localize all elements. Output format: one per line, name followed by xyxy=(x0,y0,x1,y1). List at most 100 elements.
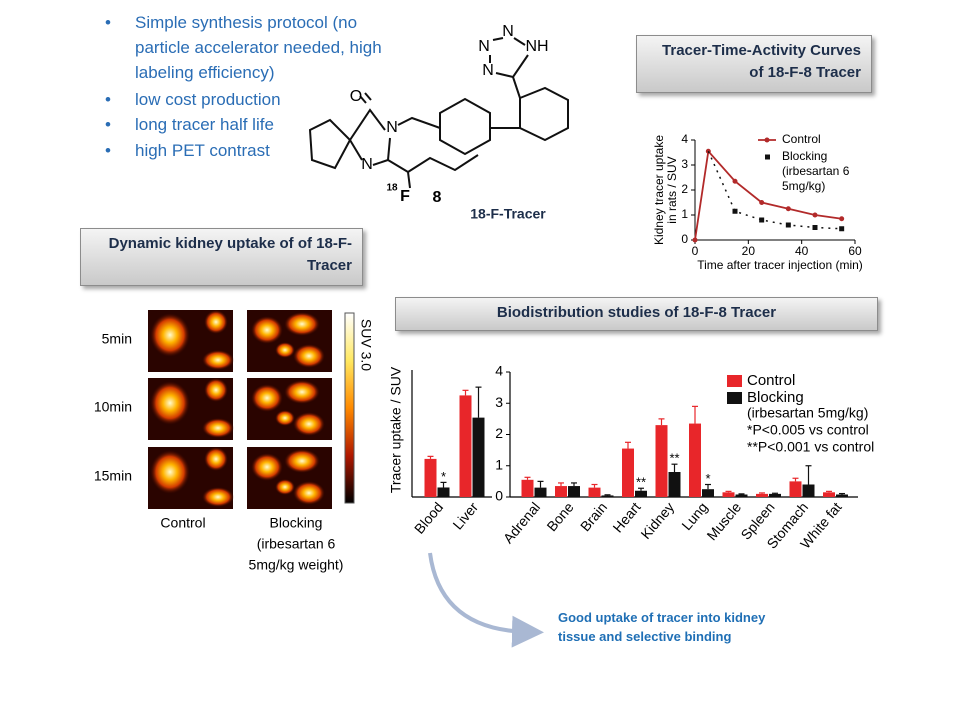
data-point xyxy=(812,212,818,218)
data-point xyxy=(839,226,845,232)
y-tick-label: 4 xyxy=(495,363,503,379)
bar xyxy=(769,493,781,497)
x-tick-label: Bone xyxy=(543,499,576,534)
arrow xyxy=(428,552,544,648)
significance: * xyxy=(705,471,710,486)
atom-label: 18 xyxy=(386,183,398,194)
legend-note: (irbesartan 6 xyxy=(782,164,850,178)
pet-signal xyxy=(204,447,228,471)
legend-note: **P<0.001 vs control xyxy=(747,439,874,455)
bar xyxy=(622,448,634,497)
bar xyxy=(789,481,802,497)
bullet-dot: • xyxy=(105,13,111,32)
bar xyxy=(735,494,748,497)
y-tick-label: 1 xyxy=(495,456,503,472)
y-tick-label: 2 xyxy=(681,182,688,196)
legend-note: (irbesartan 5mg/kg) xyxy=(747,405,868,421)
title-box: Dynamic kidney uptake of of 18-F-Tracer xyxy=(80,228,363,286)
pet-signal xyxy=(275,342,295,358)
bullet-text: long tracer half life xyxy=(135,115,274,134)
pet-signal xyxy=(150,450,190,494)
atom-label: N xyxy=(361,156,373,173)
bullet-text: Simple synthesis protocol (no particle a… xyxy=(135,13,382,82)
legend-note: *P<0.005 vs control xyxy=(747,422,869,438)
x-axis-label: Time after tracer injection (min) xyxy=(697,258,863,272)
legend-label: Blocking xyxy=(782,149,827,163)
pet-column-label: Control xyxy=(160,515,205,531)
data-point xyxy=(812,225,818,230)
bar xyxy=(424,458,437,497)
atom-label: NH xyxy=(525,38,548,55)
y-tick-label: 2 xyxy=(495,425,503,441)
bar xyxy=(802,484,815,497)
y-tick-label: 1 xyxy=(681,207,688,221)
bar xyxy=(459,395,472,497)
pet-signal xyxy=(284,380,320,404)
y-tick-label: 3 xyxy=(681,157,688,171)
pet-signal xyxy=(150,381,190,425)
bar xyxy=(756,493,768,497)
legend-label: Blocking xyxy=(747,389,804,406)
pet-signal xyxy=(204,310,228,334)
pet-signal xyxy=(275,479,295,495)
pet-signal xyxy=(251,453,283,481)
pet-row-label: 5min xyxy=(102,331,132,347)
x-tick-label: Liver xyxy=(449,499,481,533)
legend-swatch xyxy=(727,375,742,387)
colorbar-label: SUV 3.0 xyxy=(358,319,374,371)
bar xyxy=(823,492,835,497)
data-point xyxy=(785,222,791,228)
pet-signal xyxy=(293,481,325,505)
bar xyxy=(635,490,647,497)
bar xyxy=(521,479,534,497)
y-tick-label: 0 xyxy=(681,232,688,246)
y-axis-label: Tracer uptake / SUV xyxy=(388,366,404,493)
bar xyxy=(836,494,848,497)
x-tick-label: Adrenal xyxy=(500,499,543,546)
pet-signal xyxy=(251,384,283,412)
y-axis-label: in rats / SUV xyxy=(665,156,679,223)
data-point xyxy=(692,237,698,243)
significance: ** xyxy=(669,451,679,466)
x-tick-label: Brain xyxy=(577,499,610,534)
pet-signal xyxy=(150,313,190,357)
atom-label: N xyxy=(386,119,398,136)
legend-swatch xyxy=(764,137,770,143)
x-tick-label: 0 xyxy=(692,244,699,258)
pet-column-label: (irbesartan 6 xyxy=(257,536,336,552)
y-axis-label: Kidney tracer uptake xyxy=(652,135,666,245)
y-tick-label: 4 xyxy=(681,132,688,146)
bullet: • long tracer half life xyxy=(105,112,395,137)
bullet-text: high PET contrast xyxy=(135,141,270,160)
pet-signal xyxy=(202,487,234,507)
pet-signal xyxy=(202,350,234,370)
y-tick-label: 0 xyxy=(495,488,503,504)
atom-label: 8 xyxy=(433,189,442,206)
bullet-dot: • xyxy=(105,141,111,160)
bar xyxy=(655,425,668,497)
data-point xyxy=(759,200,765,205)
bar xyxy=(689,423,701,497)
chart-title: Biodistribution studies of 18-F-8 Tracer xyxy=(496,304,777,321)
pet-column-label: Blocking xyxy=(270,515,323,531)
x-tick-label: 40 xyxy=(795,244,809,258)
pet-signal xyxy=(284,312,320,336)
x-tick-label: Kidney xyxy=(637,499,677,542)
pet-signal xyxy=(293,412,325,436)
bar xyxy=(534,487,547,497)
atom-label: O xyxy=(350,88,362,105)
significance: ** xyxy=(636,475,646,490)
pet-signal xyxy=(275,410,295,426)
bullet: • low cost production xyxy=(105,87,395,112)
data-point xyxy=(732,178,738,184)
bullet-dot: • xyxy=(105,90,111,109)
chart-title: Tracer-Time-Activity Curves of 18-F-8 Tr… xyxy=(662,42,861,81)
atom-label: F xyxy=(400,188,410,205)
title-box: Biodistribution studies of 18-F-8 Tracer xyxy=(395,297,878,331)
significance: * xyxy=(441,469,446,484)
legend-swatch xyxy=(727,392,742,404)
pet-row-label: 15min xyxy=(94,468,132,484)
bullet: • high PET contrast xyxy=(105,138,395,163)
